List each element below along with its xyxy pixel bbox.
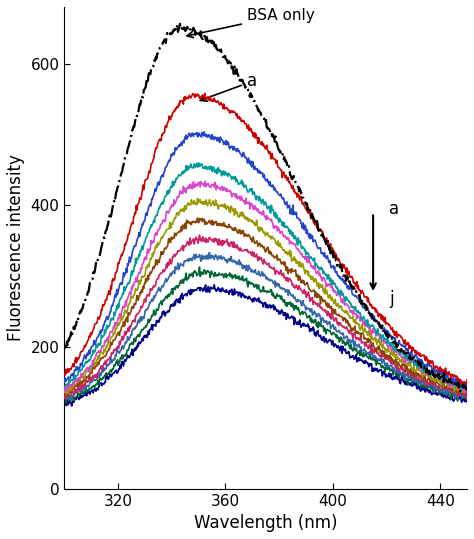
Text: a: a [389,200,399,218]
Text: j: j [389,290,394,308]
X-axis label: Wavelength (nm): Wavelength (nm) [194,514,337,532]
Text: a: a [201,72,257,101]
Text: BSA only: BSA only [187,8,315,38]
Y-axis label: Fluorescence intensity: Fluorescence intensity [7,155,25,341]
